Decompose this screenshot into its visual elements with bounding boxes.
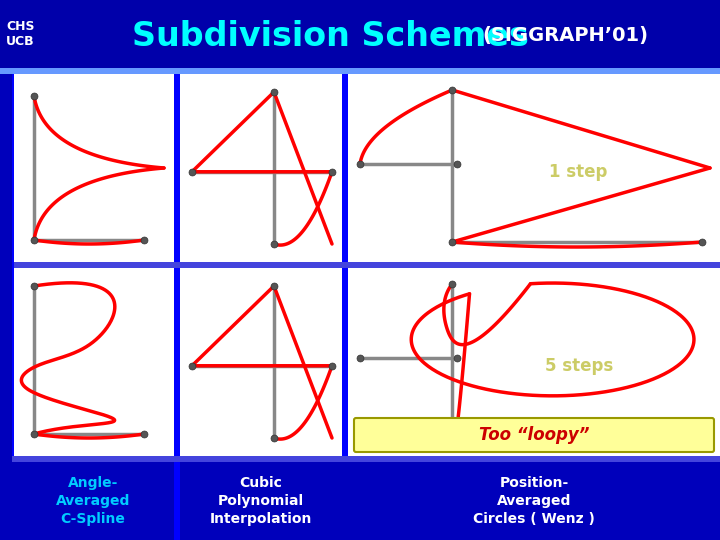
Bar [12,456,720,462]
Bar [180,268,342,456]
Bar [12,74,14,456]
FancyBboxPatch shape [354,418,714,452]
Text: Subdivision Schemes: Subdivision Schemes [132,19,528,52]
Bar [0,462,720,540]
Text: Cubic
Polynomial
Interpolation: Cubic Polynomial Interpolation [210,476,312,526]
Bar [0,68,720,74]
Bar [342,74,348,456]
Bar [12,74,174,262]
Text: 1 step: 1 step [549,163,608,181]
Bar [174,74,180,456]
Bar [348,74,720,262]
Text: (SIGGRAPH’01): (SIGGRAPH’01) [482,26,648,45]
Text: 5 steps: 5 steps [544,357,613,375]
Text: Position-
Averaged
Circles ( Wenz ): Position- Averaged Circles ( Wenz ) [473,476,595,526]
Bar [180,74,342,262]
Text: Too “loopy”: Too “loopy” [479,426,589,444]
Text: CHS
UCB: CHS UCB [6,20,35,48]
Bar [12,262,720,268]
Bar [348,268,720,456]
Text: Angle-
Averaged
C-Spline: Angle- Averaged C-Spline [56,476,130,526]
Bar [174,462,180,540]
Bar [12,268,174,456]
Bar [0,0,720,68]
